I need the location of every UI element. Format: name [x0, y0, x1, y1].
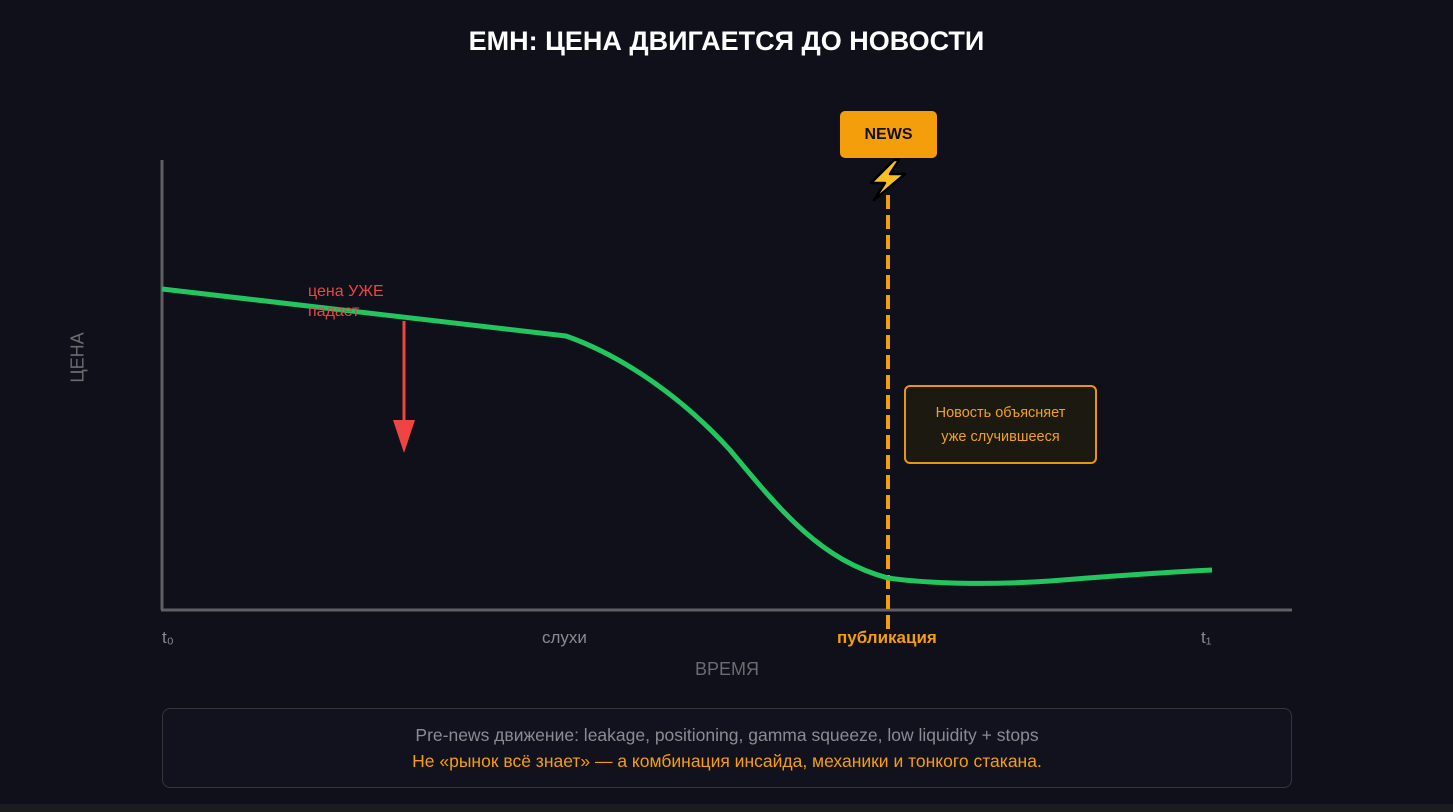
- tick-t0: t₀: [162, 628, 174, 647]
- news-badge-label: NEWS: [864, 125, 913, 143]
- callout-line-1: Новость объясняет: [935, 404, 1066, 421]
- news-badge: NEWS: [840, 111, 937, 158]
- down-arrow-icon: [393, 420, 415, 453]
- note-line-2: падает: [308, 303, 360, 320]
- explanation-callout: Новость объясняет уже случившееся: [904, 385, 1097, 464]
- page-title: ЕМН: ЦЕНА ДВИГАЕТСЯ ДО НОВОСТИ: [468, 26, 985, 56]
- tick-t1: t₁: [1201, 628, 1212, 647]
- note-line-1: цена УЖЕ: [308, 283, 384, 300]
- summary-line-2: Не «рынок всё знает» — а комбинация инса…: [412, 751, 1042, 771]
- callout-line-2: уже случившееся: [941, 428, 1060, 445]
- y-axis-label: ЦЕНА: [67, 332, 88, 383]
- price-line: [161, 286, 1213, 586]
- x-axis-label: ВРЕМЯ: [694, 659, 759, 679]
- tick-publication: публикация: [837, 628, 937, 647]
- summary-line-1: Pre-news движение: leakage, positioning,…: [415, 725, 1039, 745]
- lightning-icon: [869, 158, 907, 202]
- tick-rumors: слухи: [542, 628, 587, 647]
- price-already-falling-note: цена УЖЕ падает: [308, 282, 384, 322]
- summary-box: Pre-news движение: leakage, positioning,…: [162, 708, 1292, 788]
